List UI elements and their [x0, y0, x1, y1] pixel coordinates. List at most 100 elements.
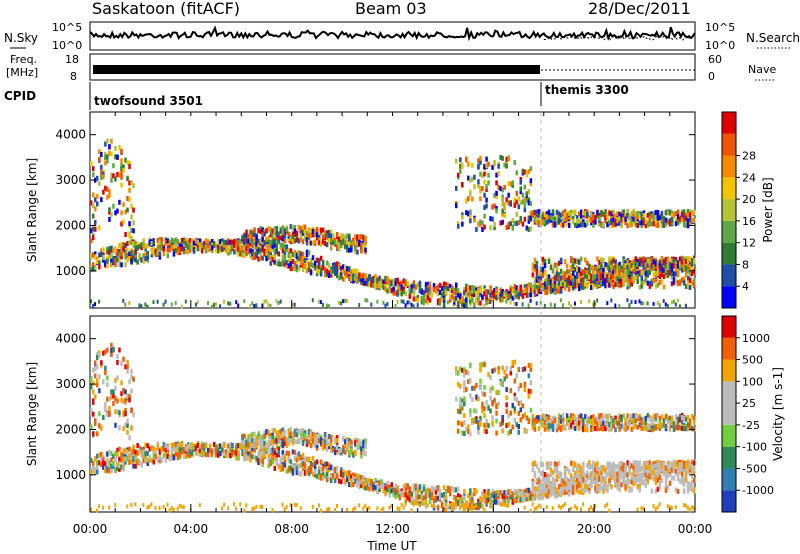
power-cell: [664, 261, 668, 267]
velocity-cell: [287, 451, 291, 456]
power-cell: [424, 281, 428, 287]
velocity-cell: [293, 432, 297, 438]
power-cell: [578, 277, 581, 283]
velocity-cell: [94, 420, 97, 426]
power-cell: [301, 257, 305, 263]
velocity-cell: [374, 485, 377, 490]
power-cell: [570, 211, 573, 217]
power-cell: [120, 210, 123, 216]
velocity-cell: [325, 446, 329, 452]
power-cell: [477, 158, 480, 164]
power-cell: [446, 286, 450, 291]
power-cell: [588, 216, 591, 222]
power-cell: [614, 218, 617, 224]
velocity-cell: [442, 491, 446, 497]
power-cell: [533, 276, 537, 282]
power-cell: [128, 187, 131, 193]
power-cell: [285, 226, 289, 232]
power-cell: [291, 259, 295, 264]
power-cell: [686, 218, 690, 224]
power-cell: [273, 259, 276, 265]
velocity-cell: [305, 435, 309, 441]
power-cell: [495, 208, 498, 214]
power-cell: [561, 222, 565, 228]
velocity-cell: [144, 458, 147, 464]
power-cell: [263, 231, 266, 237]
velocity-cell: [112, 461, 115, 467]
cpid-row: CPID twofsound 3501 themis 3300: [4, 82, 629, 110]
velocity-cell: [273, 427, 276, 433]
velocity-cell: [430, 485, 434, 491]
power-cell: [340, 274, 343, 280]
velocity-cell: [273, 450, 276, 456]
power-cell: [543, 303, 546, 308]
power-cell: [614, 268, 617, 274]
power-cell: [610, 275, 613, 281]
power-cell: [346, 266, 349, 272]
velocity-cell: [414, 492, 418, 497]
power-cell: [555, 288, 559, 294]
velocity-cell: [281, 454, 285, 460]
power-cell: [162, 302, 165, 307]
power-cell: [382, 300, 385, 305]
velocity-cell: [283, 455, 287, 461]
velocity-cell: [170, 448, 174, 454]
power-cell: [342, 264, 345, 270]
power-cell: [682, 222, 686, 228]
power-cell: [360, 242, 363, 248]
velocity-cell: [243, 508, 246, 513]
power-cell: [338, 263, 341, 269]
power-cell: [134, 257, 137, 263]
nave-tick-top: 60: [708, 53, 722, 66]
velocity-cell: [289, 431, 293, 437]
power-cell: [672, 276, 676, 282]
velocity-cell: [293, 464, 297, 470]
velocity-cell: [380, 483, 383, 489]
velocity-cell: [215, 449, 218, 455]
velocity-cell: [96, 431, 99, 437]
velocity-cell: [330, 434, 333, 440]
velocity-cell: [299, 428, 303, 434]
power-cell: [507, 222, 510, 228]
power-cell: [253, 252, 256, 257]
power-cell: [275, 226, 278, 231]
velocity-cell: [301, 452, 305, 458]
power-cell: [632, 269, 635, 275]
power-cell: [628, 283, 631, 289]
power-cell: [102, 255, 105, 260]
power-cell: [400, 280, 404, 286]
velocity-cell: [136, 450, 139, 456]
velocity-cell: [323, 461, 327, 467]
power-cell: [646, 272, 650, 278]
velocity-cell: [108, 449, 111, 455]
power-cell: [483, 179, 486, 185]
power-cell: [461, 162, 464, 168]
power-cell: [154, 252, 157, 258]
power-cell: [112, 173, 115, 179]
velocity-cell: [94, 466, 97, 472]
power-cell: [686, 280, 690, 286]
power-cell: [98, 225, 101, 231]
velocity-cell: [114, 422, 117, 428]
power-cell: [384, 286, 387, 292]
power-cell: [531, 265, 535, 271]
velocity-cell: [134, 458, 137, 464]
power-cell: [660, 210, 664, 216]
velocity-cell: [426, 503, 429, 508]
power-cell: [414, 284, 418, 290]
power-cell: [162, 248, 166, 254]
power-cell: [620, 210, 623, 216]
power-cell: [574, 209, 577, 215]
power-cell: [668, 264, 672, 270]
power-cell: [412, 280, 416, 286]
power-cell: [572, 263, 575, 269]
velocity-cell: [126, 359, 129, 365]
velocity-cell: [330, 445, 333, 451]
power-cell: [547, 285, 551, 291]
power-cell: [219, 304, 222, 309]
power-cell: [301, 267, 305, 272]
power-cell: [459, 299, 462, 305]
power-cell: [110, 262, 113, 268]
velocity-cell: [96, 382, 99, 388]
velocity-cell: [299, 455, 303, 461]
